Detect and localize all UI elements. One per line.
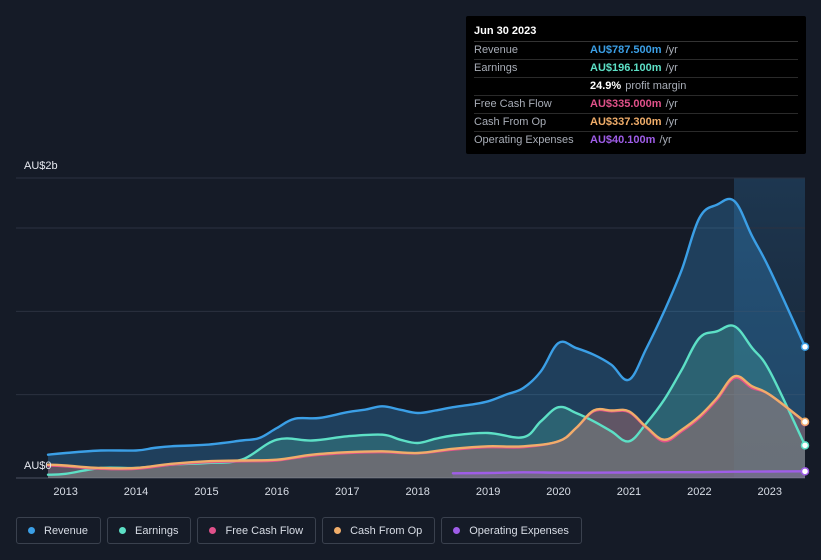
- revenue-line: [46, 197, 807, 456]
- x-tick-label: 2016: [265, 486, 289, 498]
- chart-legend: Revenue Earnings Free Cash Flow Cash From O…: [16, 517, 582, 544]
- operating-expenses-line: [451, 470, 807, 475]
- tooltip-row-label: Earnings: [474, 62, 518, 74]
- tooltip-row-value: AU$787.500m: [590, 44, 662, 56]
- legend-item-operating-expenses[interactable]: Operating Expenses: [441, 517, 582, 544]
- legend-dot-icon: [119, 527, 127, 534]
- data-tooltip: Jun 30 2023 Revenue AU$787.500m/yr Earning…: [466, 16, 806, 154]
- x-tick-label: 2014: [124, 486, 148, 498]
- legend-dot-icon: [209, 527, 217, 534]
- tooltip-row-label: Revenue: [474, 44, 519, 56]
- revenue-area: [48, 198, 805, 478]
- y-axis-bottom-label: AU$0: [24, 460, 52, 472]
- x-tick-label: 2019: [476, 486, 500, 498]
- legend-item-cash-from-op[interactable]: Cash From Op: [322, 517, 436, 544]
- tooltip-row-label: [474, 78, 590, 95]
- legend-label: Earnings: [135, 524, 179, 537]
- y-axis-top-label: AU$2b: [24, 160, 58, 172]
- legend-dot-icon: [453, 527, 461, 534]
- tooltip-row: Cash From Op AU$337.300m/yr: [474, 114, 798, 132]
- x-tick-label: 2015: [194, 486, 218, 498]
- x-tick-label: 2013: [53, 486, 77, 498]
- legend-label: Cash From Op: [350, 524, 423, 537]
- earnings-area: [48, 325, 805, 478]
- tooltip-row-unit: /yr: [665, 116, 678, 128]
- tooltip-row: Free Cash Flow AU$335.000m/yr: [474, 96, 798, 114]
- tooltip-row-label: Operating Expenses: [474, 134, 574, 146]
- free-cash-flow-area: [48, 377, 805, 478]
- legend-label: Free Cash Flow: [225, 524, 304, 537]
- legend-item-earnings[interactable]: Earnings: [107, 517, 192, 544]
- earnings-endpoint: [800, 441, 810, 450]
- x-tick-label: 2020: [546, 486, 570, 498]
- tooltip-row-unit: /yr: [665, 98, 678, 110]
- tooltip-row-value: AU$337.300m: [590, 116, 662, 128]
- tooltip-date: Jun 30 2023: [474, 24, 798, 42]
- tooltip-row-value: AU$335.000m: [590, 98, 662, 110]
- tooltip-row-unit: /yr: [665, 44, 678, 56]
- tooltip-row-label: Cash From Op: [474, 116, 547, 128]
- operating-expenses-endpoint: [800, 467, 810, 476]
- cash-from-op-area: [48, 375, 805, 478]
- tooltip-row: Operating Expenses AU$40.100m/yr: [474, 132, 798, 149]
- tooltip-row-value: AU$196.100m: [590, 62, 662, 74]
- tooltip-row-unit: /yr: [665, 62, 678, 74]
- x-tick-label: 2017: [335, 486, 359, 498]
- revenue-endpoint: [800, 342, 810, 351]
- gridlines: [16, 177, 805, 479]
- x-tick-label: 2023: [758, 486, 782, 498]
- tooltip-row-unit: /yr: [659, 134, 672, 146]
- tooltip-row: Revenue AU$787.500m/yr: [474, 42, 798, 60]
- legend-item-revenue[interactable]: Revenue: [16, 517, 102, 544]
- tooltip-rows: Revenue AU$787.500m/yr Earnings AU$196.100m…: [474, 42, 798, 149]
- x-tick-label: 2021: [617, 486, 641, 498]
- legend-dot-icon: [334, 527, 342, 534]
- tooltip-row-value: 24.9%: [590, 80, 622, 92]
- x-tick-label: 2018: [405, 486, 429, 498]
- legend-item-free-cash-flow[interactable]: Free Cash Flow: [197, 517, 317, 544]
- series-endpoints: [800, 342, 810, 476]
- tooltip-row: Earnings AU$196.100m/yr: [474, 60, 798, 78]
- legend-dot-icon: [28, 527, 35, 534]
- series-lines: [46, 197, 807, 476]
- x-tick-label: 2022: [687, 486, 711, 498]
- tooltip-row-label: Free Cash Flow: [474, 98, 552, 110]
- cash-from-op-line: [46, 374, 807, 470]
- x-axis: 2013 2014 2015 2016 2017 2018 2019 2020 2021 2022…: [53, 486, 782, 498]
- legend-label: Revenue: [44, 524, 89, 537]
- tooltip-row: 24.9% profit margin: [474, 78, 798, 96]
- legend-label: Operating Expenses: [469, 524, 569, 537]
- tooltip-row-unit: profit margin: [625, 80, 687, 92]
- cash-from-op-endpoint: [800, 417, 810, 427]
- tooltip-row-value: AU$40.100m: [590, 134, 656, 146]
